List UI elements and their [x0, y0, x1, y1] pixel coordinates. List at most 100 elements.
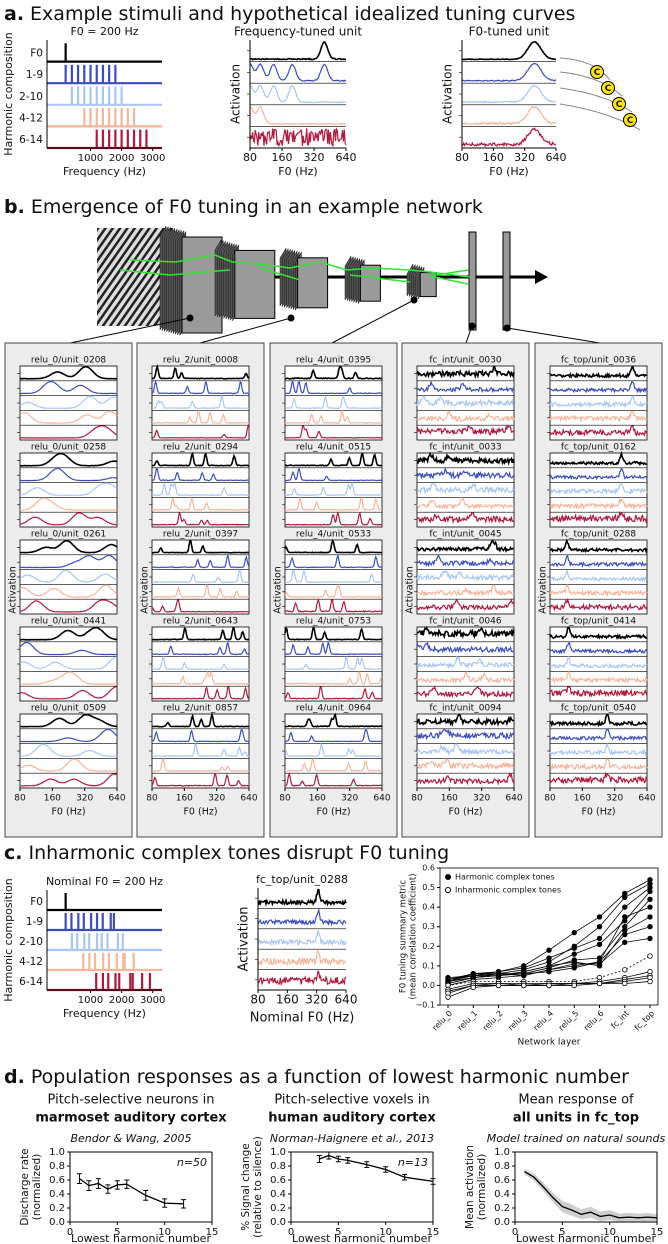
unit-title: relu_2/unit_0008 [163, 356, 239, 366]
point [622, 931, 628, 938]
tuning-curve [416, 713, 515, 727]
tuning-curve [549, 626, 648, 641]
tuning-curve [416, 743, 515, 757]
tuning-curve [19, 656, 117, 671]
tuning-curve [20, 554, 118, 569]
cochlea-arcs [559, 57, 641, 131]
x-tick-label: fc_int [609, 1009, 631, 1031]
x-tick-label: 1000 [78, 153, 103, 164]
point [596, 924, 603, 930]
point [622, 967, 628, 973]
x-tick-label: relu_0 [431, 1009, 455, 1033]
tuning-curve [416, 728, 515, 741]
tuning-curve [151, 569, 249, 584]
y-axis-label: (mean correlation coefficient) [409, 873, 419, 999]
tuning-curve [284, 452, 383, 467]
point [596, 961, 603, 967]
x-tick-label: 160 [44, 794, 61, 804]
tuning-curve [20, 425, 118, 439]
tuning-curve [249, 63, 347, 83]
tuning-curve [549, 380, 648, 394]
tuning-curve [549, 467, 648, 481]
x-tick-label: 160 [276, 993, 299, 1007]
heading-text: Emergence of F0 tuning in an example net… [31, 196, 483, 218]
x-tick-label: 320 [514, 151, 535, 164]
point [546, 982, 552, 989]
tuning-curve [416, 381, 515, 394]
point [571, 945, 577, 951]
tuning-curve [249, 105, 347, 126]
tuning-curve [151, 409, 250, 424]
tuning-curve [461, 62, 557, 83]
tuning-curve [284, 626, 383, 641]
chart-title: fc_top/unit_0288 [256, 873, 348, 886]
unit-title: fc_int/unit_0094 [429, 704, 501, 714]
x-tick-label: 80 [250, 993, 265, 1007]
y-tick-label: 0.2 [270, 1203, 286, 1214]
y-tick-label: 0.4 [422, 903, 435, 912]
x-tick-label: 15 [206, 1227, 219, 1238]
x-axis-label: Nominal F0 (Hz) [250, 1011, 355, 1026]
x-tick-label: relu_1 [456, 1009, 480, 1033]
point [647, 953, 653, 959]
tuning-curve [151, 511, 250, 526]
unit-title: relu_4/unit_0533 [296, 530, 371, 540]
unit-title: relu_2/unit_0397 [163, 530, 238, 540]
point [596, 935, 603, 942]
unit-title: fc_int/unit_0045 [429, 530, 501, 540]
tuning-curve [257, 949, 347, 967]
icon-letter: C [627, 116, 634, 126]
tuning-curve [416, 424, 515, 436]
x-tick-label: relu_5 [557, 1009, 581, 1033]
chart-title: all units in fc_top [513, 1111, 639, 1126]
tuning-curve [151, 553, 250, 569]
x-tick-label: 320 [606, 794, 623, 804]
legend-marker [445, 874, 451, 880]
tuning-curve [549, 554, 648, 568]
y-axis-label: Activation [140, 566, 151, 614]
tuning-curve [284, 496, 383, 512]
point [596, 914, 603, 920]
tuning-curve [284, 758, 382, 772]
unit-title: fc_top/unit_0288 [561, 530, 637, 540]
tuning-curve [151, 424, 250, 439]
tuning-curve [549, 450, 648, 467]
y-tick-label: 0.6 [494, 1175, 510, 1186]
unit-title: relu_0/unit_0441 [31, 617, 106, 627]
tuning-curve [549, 655, 648, 670]
tuning-curve [416, 758, 515, 771]
x-axis-label: F0 (Hz) [581, 807, 615, 818]
y-tick-label: 0.1 [422, 961, 435, 970]
tuning-curve [416, 451, 515, 467]
chart-title: Nominal F0 = 200 Hz [46, 875, 163, 888]
y-tick-label: 0.0 [494, 1217, 510, 1228]
point [546, 955, 552, 961]
tuning-curve [151, 670, 250, 685]
unit-title: relu_2/unit_0857 [163, 704, 238, 714]
heading-text: Population responses as a function of lo… [31, 1066, 629, 1088]
row-label: 2-10 [19, 936, 43, 948]
tuning-curve [257, 970, 347, 987]
y-tick-label: 1.0 [49, 1147, 65, 1158]
tuning-curve [416, 625, 515, 640]
unit-title: fc_int/unit_0046 [429, 617, 501, 627]
icon [623, 113, 637, 127]
x-tick-label: 5 [559, 1227, 565, 1238]
tuning-curve [249, 84, 347, 104]
point [571, 961, 577, 967]
chart-subtitle: Norman-Haignere et al., 2013 [270, 1132, 434, 1145]
tuning-curve [549, 410, 648, 423]
panel-label: c. [4, 842, 22, 864]
row-label: F0 [30, 896, 43, 908]
tuning-curve [416, 365, 515, 380]
tuning-curve [284, 742, 383, 758]
point [622, 939, 628, 946]
tuning-curve [461, 41, 557, 61]
tuning-curve [285, 365, 383, 380]
tuning-curve [549, 713, 648, 728]
tuning-curve [151, 743, 250, 758]
y-axis-label: Harmonic composition [2, 878, 15, 1001]
heading-text: Example stimuli and hypothetical idealiz… [30, 3, 575, 25]
tuning-curve [257, 907, 347, 927]
tuning-curve [19, 380, 117, 395]
